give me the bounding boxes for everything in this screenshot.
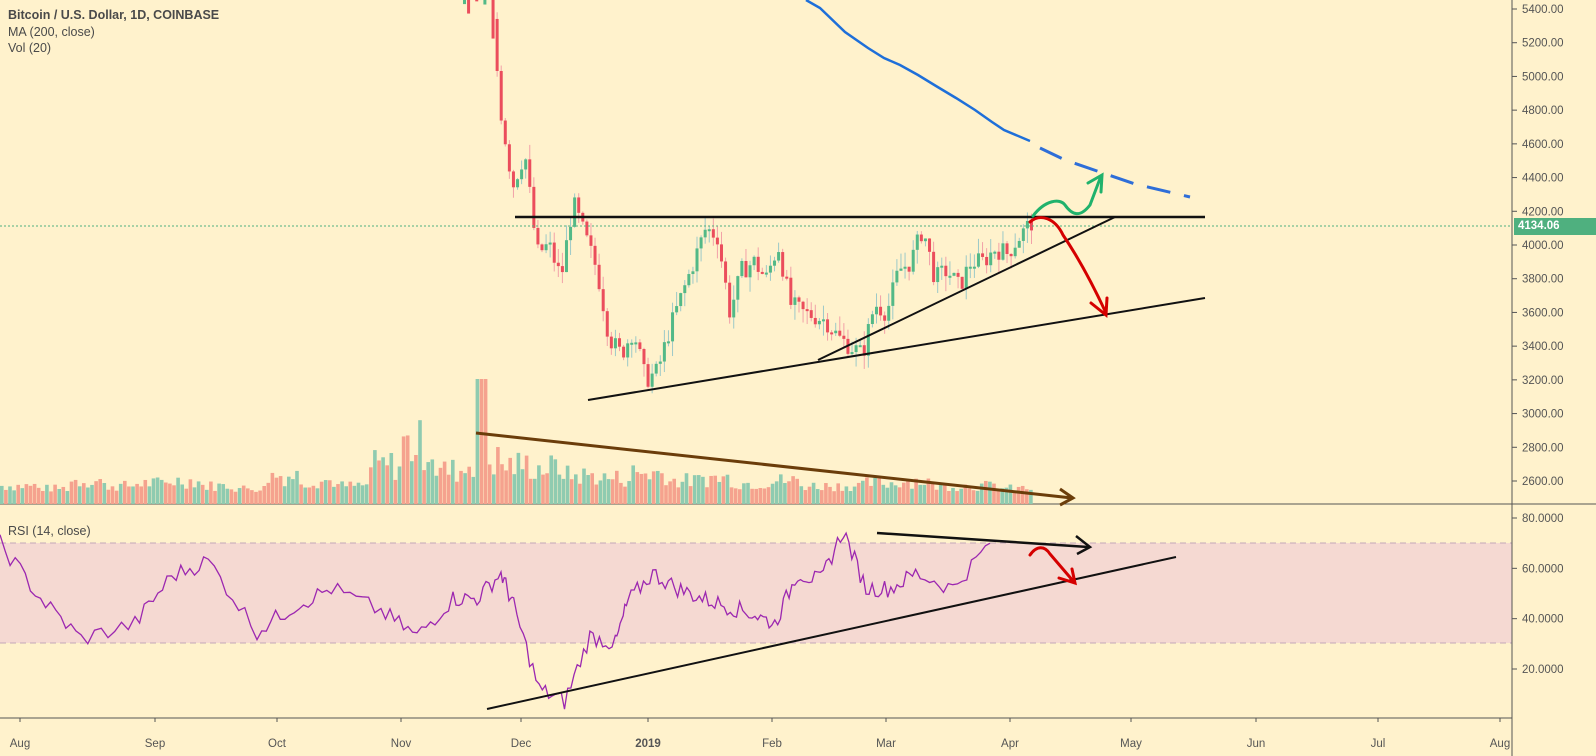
time-axis[interactable]: Aug Sep Oct Nov Dec 2019 Feb Mar Apr May Jun Jul Aug xyxy=(10,718,1510,750)
price-tick-label: 4400.00 xyxy=(1522,173,1564,185)
time-tick-label: Aug xyxy=(10,738,30,750)
rsi-tick-label: 40.0000 xyxy=(1522,614,1564,626)
price-tick-label: 3800.00 xyxy=(1522,274,1564,286)
time-tick-label: Sep xyxy=(145,738,165,750)
price-tick-label: 4800.00 xyxy=(1522,105,1564,117)
ma-200-line xyxy=(805,0,1031,143)
price-tick-label: 3000.00 xyxy=(1522,409,1564,421)
last-price-badge: 4134.06 xyxy=(1514,218,1596,235)
rsi-tick-label: 20.0000 xyxy=(1522,664,1564,676)
price-tick-label: 2800.00 xyxy=(1522,442,1564,454)
time-tick-label: Aug xyxy=(1490,738,1510,750)
rsi-divergence-line xyxy=(876,531,1089,549)
volume-trend-arrow xyxy=(475,431,1073,500)
rsi-support-trendline xyxy=(486,556,1177,710)
time-tick-label: 2019 xyxy=(635,738,661,750)
time-tick-label: Oct xyxy=(268,738,287,750)
rsi-bearish-arrow xyxy=(1028,546,1076,584)
time-tick-label: Nov xyxy=(391,738,412,750)
time-tick-label: Jul xyxy=(1371,738,1386,750)
volume-indicator-label[interactable]: Vol (20) xyxy=(8,41,52,55)
ma-indicator-label[interactable]: MA (200, close) xyxy=(8,24,95,39)
rsi-bearish-arrowhead xyxy=(1057,567,1078,586)
price-tick-label: 4200.00 xyxy=(1522,206,1564,218)
rsi-indicator-label[interactable]: RSI (14, close) xyxy=(8,524,91,538)
price-tick-label: 4000.00 xyxy=(1522,240,1564,252)
volume-trend-arrowhead xyxy=(1059,487,1076,507)
time-tick-label: Dec xyxy=(511,738,532,750)
candlesticks xyxy=(463,0,1033,394)
rsi-tick-label: 80.0000 xyxy=(1522,513,1564,525)
bearish-arrowhead xyxy=(1089,296,1109,318)
price-tick-label: 5200.00 xyxy=(1522,38,1564,50)
rsi-tick-label: 60.0000 xyxy=(1522,563,1564,575)
time-tick-label: Feb xyxy=(762,738,782,750)
time-tick-label: Jun xyxy=(1247,738,1266,750)
rsi-line xyxy=(0,531,991,710)
support-trendline xyxy=(587,297,1206,401)
chart-legend: Bitcoin / U.S. Dollar, 1D, COINBASE MA (… xyxy=(8,7,219,57)
price-axis[interactable]: 5400.00 5200.00 5000.00 4800.00 4600.00 4400.… xyxy=(1512,4,1564,488)
bullish-arrow xyxy=(1031,174,1103,218)
bullish-arrowhead xyxy=(1086,172,1104,194)
symbol-title[interactable]: Bitcoin / U.S. Dollar, 1D, COINBASE xyxy=(8,8,220,22)
time-tick-label: May xyxy=(1120,738,1142,750)
price-tick-label: 3600.00 xyxy=(1522,307,1564,319)
price-tick-label: 3200.00 xyxy=(1522,375,1564,387)
rsi-divergence-arrowhead xyxy=(1075,535,1093,556)
time-tick-label: Apr xyxy=(1001,738,1019,750)
time-tick-label: Mar xyxy=(876,738,896,750)
price-tick-label: 5400.00 xyxy=(1522,4,1564,16)
price-tick-label: 4600.00 xyxy=(1522,139,1564,151)
price-tick-label: 5000.00 xyxy=(1522,71,1564,83)
price-tick-label: 2600.00 xyxy=(1522,476,1564,488)
price-tick-label: 3400.00 xyxy=(1522,341,1564,353)
bearish-arrow xyxy=(1028,216,1108,315)
ma-200-projection xyxy=(1039,146,1191,199)
rsi-legend: RSI (14, close) xyxy=(8,523,91,540)
volume-bars xyxy=(0,379,1033,504)
rsi-band xyxy=(0,543,1512,643)
rsi-axis[interactable]: 80.0000 60.0000 40.0000 20.0000 xyxy=(1512,513,1564,676)
